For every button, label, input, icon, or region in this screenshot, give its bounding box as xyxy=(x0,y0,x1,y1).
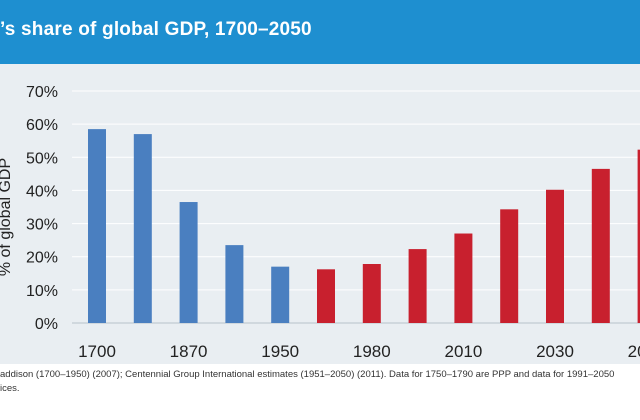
bar-historical xyxy=(133,134,152,323)
chart-header: ’s share of global GDP, 1700–2050 xyxy=(0,0,640,64)
y-tick-label: 70% xyxy=(26,84,58,101)
y-tick-label: 10% xyxy=(26,283,58,300)
y-tick-label: 60% xyxy=(26,117,58,134)
x-tick-label: 2030 xyxy=(536,342,574,361)
x-tick-label: 1870 xyxy=(170,342,208,361)
y-axis-label: % of global GDP xyxy=(0,158,14,276)
source-note: addison (1700–1950) (2007); Centennial G… xyxy=(0,368,640,396)
bar-historical xyxy=(179,202,198,323)
x-tick-label: 1700 xyxy=(78,342,116,361)
chart-svg: 0% 10% 20% 30% 40% 50% 60% 70% % of global GDP 17… xyxy=(0,84,640,361)
source-line-2: ices. xyxy=(0,383,20,394)
x-tick-label: 2050 xyxy=(628,342,640,361)
bar-projected xyxy=(500,209,519,323)
bar-projected xyxy=(362,264,381,323)
bar-chart: 0% 10% 20% 30% 40% 50% 60% 70% % of global GDP 17… xyxy=(0,64,640,364)
source-line-1: addison (1700–1950) (2007); Centennial G… xyxy=(0,369,615,380)
chart-title: ’s share of global GDP, 1700–2050 xyxy=(0,19,312,40)
bar-historical xyxy=(88,129,106,323)
y-tick-label: 20% xyxy=(26,250,58,267)
y-tick-label: 50% xyxy=(26,150,58,167)
y-tick-label: 40% xyxy=(26,183,58,200)
x-tick-label: 2010 xyxy=(444,342,482,361)
bar-projected xyxy=(591,168,610,323)
bar-projected xyxy=(408,249,427,323)
y-tick-label: 0% xyxy=(35,316,58,333)
bar-historical xyxy=(225,245,244,323)
bar-projected xyxy=(454,233,473,323)
y-tick-label: 30% xyxy=(26,217,58,234)
bar-projected xyxy=(637,149,640,323)
bar-projected xyxy=(546,189,564,323)
bar-historical xyxy=(271,266,290,323)
x-tick-label: 1950 xyxy=(261,342,299,361)
bar-projected xyxy=(317,269,335,323)
x-tick-label: 1980 xyxy=(353,342,391,361)
